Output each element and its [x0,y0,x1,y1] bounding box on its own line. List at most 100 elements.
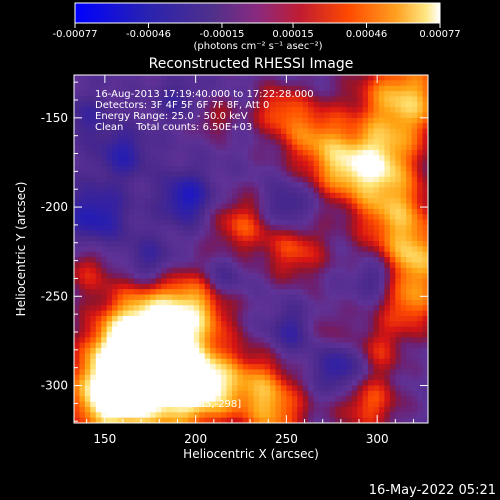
heatmap-cell [133,267,140,274]
heatmap-cell [324,267,331,274]
heatmap-cell [329,385,337,392]
heatmap-cell [368,321,375,328]
heatmap-cell [411,149,418,156]
heatmap-cell [400,203,407,210]
heatmap-cell [384,396,391,403]
heatmap-cell [340,331,347,338]
heatmap-cell [324,101,331,108]
heatmap-cell [84,337,91,344]
heatmap-cell [297,198,304,205]
heatmap-cell [139,166,146,172]
heatmap-cell [177,198,184,205]
heatmap-cell [90,101,97,108]
heatmap-cell [139,149,146,156]
heatmap-cell [117,182,124,189]
heatmap-cell [280,112,287,119]
heatmap-cell [357,182,364,189]
heatmap-cell [308,128,315,135]
heatmap-cell [221,401,228,408]
heatmap-cell [406,321,413,328]
heatmap-cell [123,203,130,210]
heatmap-cell [123,273,130,280]
heatmap-cell [101,289,108,296]
heatmap-cell [199,133,206,140]
heatmap-cell [215,337,222,344]
heatmap-cell [144,412,151,419]
heatmap-cell [406,80,413,87]
heatmap-cell [264,182,271,189]
heatmap-cell [112,139,119,146]
heatmap-cell [237,176,244,183]
heatmap-cell [95,278,102,285]
heatmap-cell [297,117,304,124]
heatmap-cell [362,246,369,253]
heatmap-cell [90,187,97,194]
heatmap-cell [193,230,200,237]
heatmap-cell [226,401,233,408]
heatmap-cell [357,251,364,258]
heatmap-cell [106,326,113,333]
heatmap-cell [319,267,326,274]
heatmap-cell [368,230,375,237]
heatmap-cell [400,214,407,221]
heatmap-cell [150,246,157,253]
heatmap-cell [79,283,86,290]
heatmap-cell [155,348,162,354]
heatmap-cell [384,203,391,210]
heatmap-cell [95,96,102,103]
heatmap-cell [378,278,386,285]
heatmap-cell [329,203,337,210]
heatmap-cell [422,406,428,413]
heatmap-cell [302,278,309,285]
heatmap-cell [166,96,173,103]
heatmap-cell [248,96,255,103]
heatmap-cell [384,160,391,167]
heatmap-cell [242,326,249,333]
heatmap-cell [346,315,353,322]
heatmap-cell [384,224,391,231]
heatmap-cell [406,75,413,81]
heatmap-cell [357,112,364,119]
heatmap-cell [242,198,249,205]
heatmap-cell [155,417,162,423]
heatmap-cell [221,369,228,376]
heatmap-cell [253,278,260,285]
heatmap-cell [101,224,108,231]
heatmap-cell [106,149,113,156]
heatmap-cell [384,171,391,178]
heatmap-cell [378,123,386,130]
heatmap-cell [177,144,184,151]
heatmap-cell [351,235,358,242]
heatmap-cell [123,91,130,98]
heatmap-cell [280,75,287,81]
heatmap-cell [128,257,135,263]
heatmap-cell [253,374,260,381]
heatmap-cell [128,262,135,269]
heatmap-cell [123,406,130,413]
heatmap-cell [373,198,380,205]
heatmap-cell [144,278,151,285]
heatmap-cell [199,294,206,301]
heatmap-cell [308,224,315,231]
heatmap-cell [166,85,173,92]
heatmap-cell [117,278,124,285]
heatmap-cell [101,251,108,258]
heatmap-cell [84,128,91,135]
heatmap-cell [297,149,304,156]
heatmap-cell [335,176,342,183]
heatmap-cell [313,203,320,210]
heatmap-cell [242,107,249,114]
heatmap-cell [101,348,108,354]
heatmap-cell [95,214,102,221]
heatmap-cell [319,101,326,108]
heatmap-cell [226,230,233,237]
heatmap-cell [166,75,173,81]
heatmap-cell [378,257,386,263]
heatmap-cell [411,283,418,290]
heatmap-cell [177,171,184,178]
heatmap-cell [215,401,222,408]
heatmap-cell [155,299,162,306]
heatmap-cell [335,155,342,162]
heatmap-cell [422,75,428,81]
heatmap-cell [259,417,266,423]
